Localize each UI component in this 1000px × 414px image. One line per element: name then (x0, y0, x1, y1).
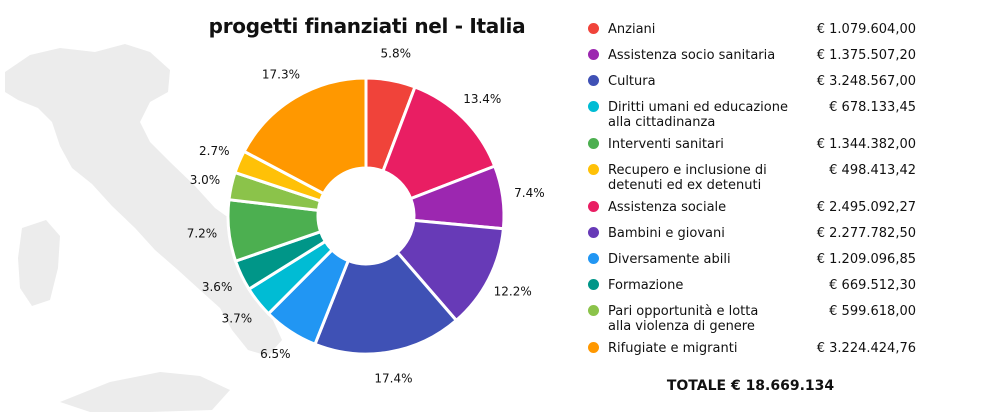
legend-color-dot (588, 23, 599, 34)
legend-label: Formazione (608, 278, 684, 293)
donut-slice (242, 76, 368, 196)
slice-percentage-label: 3.0% (190, 173, 221, 187)
slice-percentage-label: 12.2% (494, 284, 532, 298)
chart-title: progetti finanziati nel - Italia (208, 14, 526, 38)
legend-label: Assistenza sociale (608, 200, 727, 215)
legend-label: Diritti umani ed educazione alla cittadin… (608, 100, 788, 130)
donut-slices (226, 76, 506, 356)
legend-label: Diversamente abili (608, 252, 731, 267)
legend-color-dot (588, 342, 599, 353)
slice-percentage-label: 17.4% (374, 372, 412, 386)
slice-percentage-label: 6.5% (260, 347, 291, 361)
legend-color-dot (588, 227, 599, 238)
italy-map-background (5, 44, 296, 412)
legend-value: € 2.277.782,50 (816, 226, 916, 241)
donut-slice (313, 250, 459, 356)
slice-percentage-label: 7.2% (187, 227, 218, 241)
legend-color-dot (588, 164, 599, 175)
legend-value: € 3.248.567,00 (816, 74, 916, 89)
slice-percentage-label: 7.4% (514, 186, 545, 200)
legend-color-dot (588, 305, 599, 316)
legend-value: € 1.209.096,85 (816, 252, 916, 267)
slice-percentage-label: 3.7% (222, 312, 253, 326)
slice-percentage-label: 2.7% (199, 144, 230, 158)
slice-percentage-label: 13.4% (463, 92, 501, 106)
legend-color-dot (588, 138, 599, 149)
percentage-labels: 5.8% 13.4% 7.4% 12.2% 17.4% 6.5% 3.7% 3.6% 7.2% 3… (187, 47, 545, 386)
legend-color-dot (588, 49, 599, 60)
legend-value: € 599.618,00 (829, 304, 916, 319)
legend-label: Assistenza socio sanitaria (608, 48, 776, 63)
donut-slice (381, 85, 497, 201)
legend-color-dot (588, 101, 599, 112)
total-amount: TOTALE € 18.669.134 (666, 378, 835, 394)
legend-color-dot (588, 253, 599, 264)
legend-label: Bambini e giovani (608, 226, 725, 241)
legend-label: Cultura (608, 74, 656, 89)
legend-value: € 678.133,45 (829, 100, 916, 115)
donut-chart: 5.8% 13.4% 7.4% 12.2% 17.4% 6.5% 3.7% 3.6% 7.2% 3… (187, 47, 545, 386)
legend-label: Recupero e inclusione di detenuti ed ex d… (608, 163, 767, 193)
legend-value: € 669.512,30 (829, 278, 916, 293)
legend-color-dot (588, 75, 599, 86)
slice-percentage-label: 5.8% (381, 47, 412, 61)
legend-color-dot (588, 279, 599, 290)
legend-value: € 3.224.424,76 (816, 341, 916, 356)
slice-percentage-label: 3.6% (202, 280, 233, 294)
legend-label: Interventi sanitari (608, 137, 724, 152)
slice-percentage-label: 17.3% (262, 68, 300, 82)
legend-label: Anziani (608, 22, 656, 37)
legend-value: € 1.375.507,20 (816, 48, 916, 63)
legend-label: Rifugiate e migranti (608, 341, 738, 356)
legend-label: Pari opportunità e lotta alla violenza di… (608, 304, 759, 334)
legend-value: € 1.344.382,00 (816, 137, 916, 152)
legend-value: € 2.495.092,27 (816, 200, 916, 215)
legend-value: € 1.079.604,00 (816, 22, 916, 37)
legend-color-dot (588, 201, 599, 212)
legend-value: € 498.413,42 (829, 163, 916, 178)
